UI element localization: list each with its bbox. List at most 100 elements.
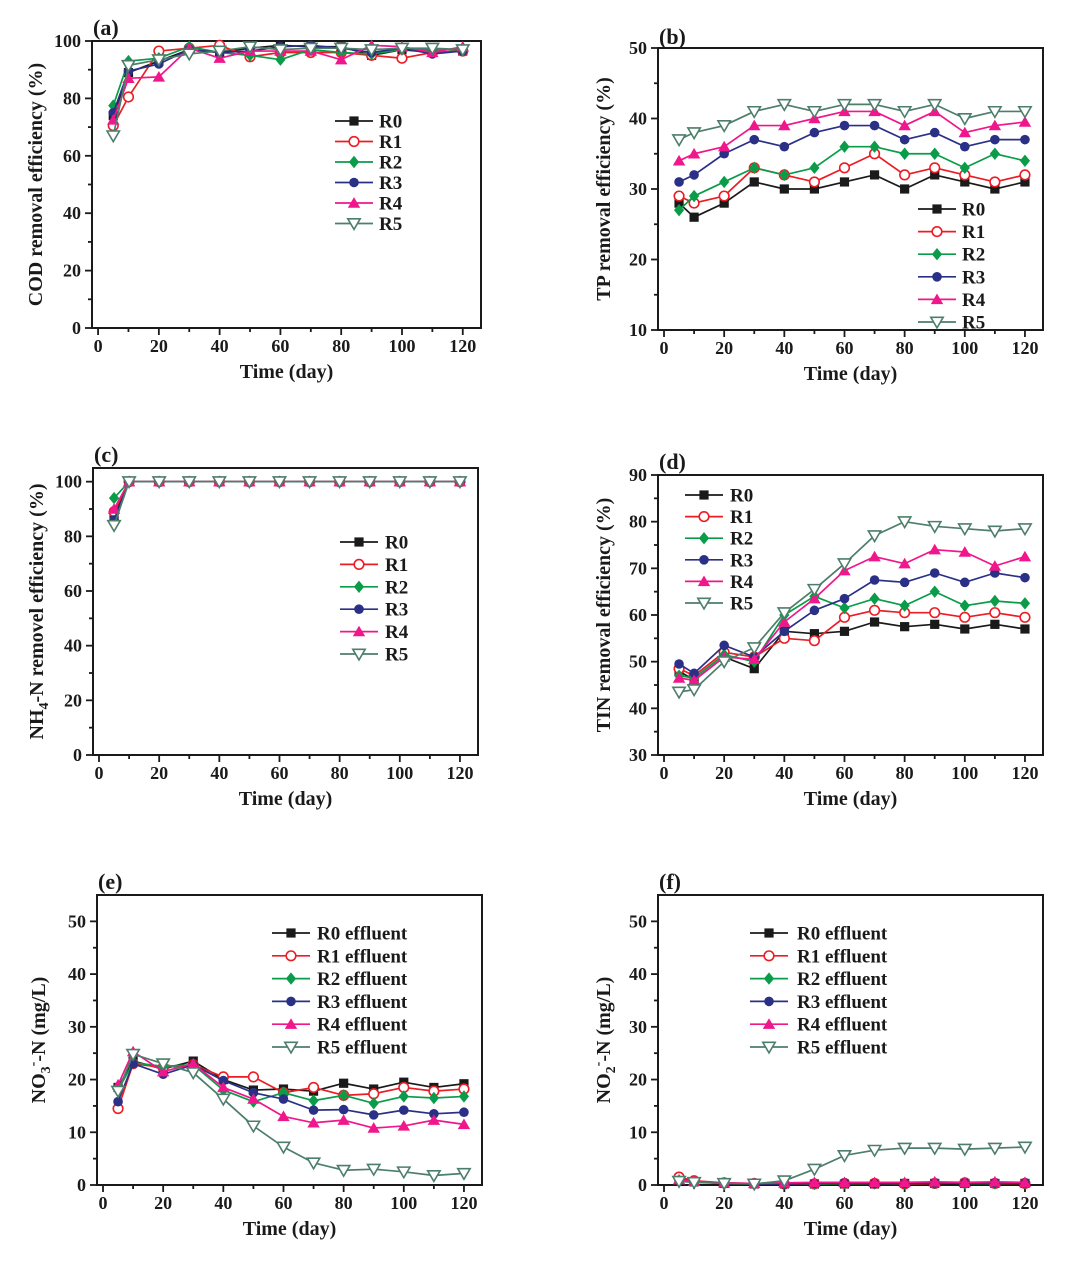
- data-point-marker: [959, 141, 970, 152]
- data-point-marker: [241, 476, 258, 490]
- data-point-marker: [868, 550, 881, 562]
- data-point-marker: [151, 54, 167, 68]
- y-tick-label: 40: [629, 698, 647, 718]
- legend-label: R5: [962, 313, 985, 334]
- chart-b-svg: 0 20 40 60 80 100 120 10 20 30 40 50 (b) Time (day) TP…: [593, 24, 1044, 385]
- legend-label: R4 effluent: [797, 1015, 888, 1036]
- data-point-marker: [336, 1164, 352, 1178]
- data-point-marker: [308, 1094, 319, 1107]
- data-point-marker: [930, 170, 940, 180]
- y-tick-label: 50: [629, 911, 647, 931]
- x-tick-label: 100: [951, 338, 978, 358]
- data-point-marker: [305, 1157, 322, 1171]
- data-point-marker: [337, 1114, 350, 1125]
- series-R4-effluent: [111, 1045, 471, 1133]
- data-point-marker: [107, 503, 121, 514]
- data-point-marker: [898, 1176, 911, 1188]
- data-point-marker: [809, 127, 820, 138]
- legend-item-R4: R4: [685, 572, 754, 593]
- x-tick-label: 20: [715, 1193, 733, 1213]
- data-point-marker: [990, 619, 1000, 629]
- data-point-marker: [122, 91, 135, 103]
- y-tick-label: 50: [68, 911, 86, 931]
- legend-item-R1-effluent: R1 effluent: [272, 946, 408, 967]
- x-tick-label: 120: [449, 336, 476, 356]
- chart-tin-removal: 0 20 40 60 80 100 120 30 40 50 60 70 80 90 (d) Time (da…: [534, 430, 1067, 865]
- legend-item-R0: R0: [340, 533, 408, 554]
- y-tick-label: 100: [54, 31, 81, 51]
- data-point-marker: [457, 1118, 471, 1130]
- data-point-marker: [271, 476, 288, 490]
- y-axis-ticks: [651, 920, 658, 1186]
- x-axis-ticks: [663, 755, 1026, 762]
- data-point-marker: [719, 198, 729, 208]
- data-point-marker: [779, 141, 790, 152]
- data-point-marker: [671, 686, 687, 700]
- data-point-marker: [155, 1058, 171, 1072]
- legend-label: R3: [730, 550, 753, 571]
- data-point-marker: [1018, 550, 1032, 562]
- legend-label: R1: [379, 132, 402, 153]
- series-line: [678, 609, 1026, 677]
- data-point-marker: [866, 530, 883, 544]
- data-point-marker: [932, 272, 942, 282]
- data-point-marker: [348, 155, 360, 169]
- data-point-marker: [960, 177, 970, 187]
- data-point-marker: [809, 605, 820, 616]
- legend-item-R2: R2: [918, 245, 985, 266]
- legend-item-R5: R5: [918, 313, 985, 334]
- x-tick-label: 60: [835, 763, 853, 783]
- data-point-marker: [778, 616, 791, 627]
- legend-item-R1: R1: [340, 555, 408, 576]
- x-tick-label: 120: [1011, 338, 1038, 358]
- data-point-marker: [960, 624, 970, 634]
- data-point-marker: [689, 212, 699, 222]
- data-point-marker: [398, 1090, 409, 1103]
- data-point-marker: [392, 476, 408, 490]
- x-tick-label: 40: [775, 1193, 793, 1213]
- data-point-marker: [899, 169, 911, 181]
- data-point-marker: [672, 672, 686, 683]
- x-tick-label: 80: [896, 338, 914, 358]
- data-point-marker: [839, 177, 850, 187]
- data-point-marker: [110, 1085, 126, 1099]
- legend-label: R2: [962, 245, 985, 266]
- data-point-marker: [275, 1141, 292, 1155]
- x-tick-label: 80: [896, 763, 914, 783]
- x-tick-label: 80: [332, 336, 350, 356]
- legend-label: R2 effluent: [797, 969, 888, 990]
- data-point-marker: [426, 1170, 442, 1183]
- legend-item-R1-effluent: R1 effluent: [750, 946, 888, 967]
- data-point-marker: [125, 1048, 141, 1062]
- data-point-marker: [928, 1175, 941, 1187]
- data-point-marker: [897, 1142, 913, 1156]
- data-point-marker: [806, 105, 823, 119]
- data-point-marker: [868, 604, 881, 616]
- legend-item-R3: R3: [918, 267, 985, 288]
- y-tick-label: 40: [68, 964, 86, 984]
- data-point-marker: [929, 585, 940, 598]
- y-axis-title: COD removal efficiency (%): [25, 63, 47, 306]
- legend-item-R0-effluent: R0 effluent: [750, 924, 888, 945]
- data-point-marker: [247, 1071, 260, 1083]
- chart-no3n-effluent: 0 20 40 60 80 100 120 0 10 20 30 40 50 (e) Time (day) N…: [0, 860, 533, 1262]
- y-tick-label: 20: [68, 1070, 86, 1090]
- data-point-marker: [927, 1142, 943, 1156]
- data-point-marker: [749, 161, 760, 175]
- legend-label: R1: [385, 555, 408, 576]
- data-point-marker: [958, 126, 971, 138]
- data-point-marker: [458, 1090, 470, 1103]
- legend-item-R4-effluent: R4 effluent: [750, 1015, 888, 1036]
- y-tick-label: 30: [629, 745, 647, 765]
- y-axis-ticks: [90, 920, 97, 1186]
- data-point-marker: [959, 611, 971, 623]
- data-point-marker: [868, 1176, 881, 1188]
- x-tick-label: 80: [331, 763, 349, 783]
- data-point-marker: [959, 599, 970, 612]
- legend-label: R5 effluent: [317, 1038, 408, 1059]
- data-point-marker: [307, 1116, 320, 1128]
- series-R0: [674, 170, 1030, 222]
